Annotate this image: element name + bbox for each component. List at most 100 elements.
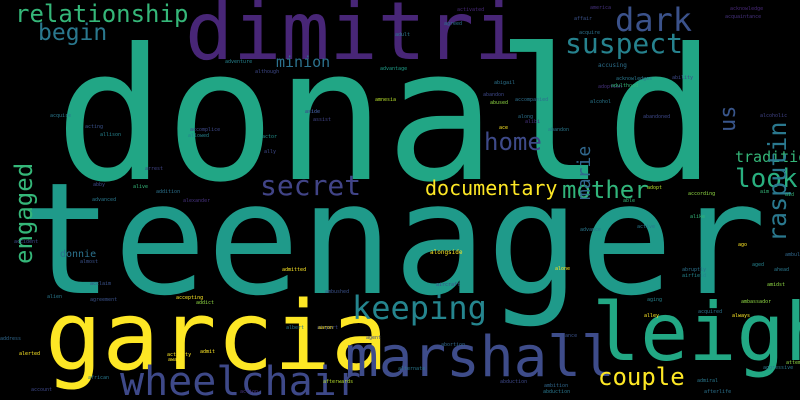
word-adult: adult: [395, 32, 411, 38]
word-marshall: marshall: [345, 325, 615, 390]
word-admitted: admitted: [282, 267, 307, 273]
word-rasputin: rasputin: [763, 121, 792, 242]
word-ambassador: ambassador: [741, 299, 772, 305]
word-aircraft: aircraft: [436, 282, 461, 288]
word-albert: albert: [286, 325, 305, 331]
word-ago: ago: [738, 242, 748, 248]
word-activity: activity: [167, 352, 192, 358]
word-adoption: adoption: [598, 84, 623, 90]
word-almost: almost: [80, 259, 99, 265]
word-airfield: airfield: [682, 273, 707, 279]
word-afterlife: afterlife: [704, 389, 732, 395]
word-alike: alike: [690, 214, 706, 220]
word-activated: activated: [457, 7, 485, 13]
word-alliance: alliance: [553, 333, 578, 339]
word-relationship: relationship: [15, 0, 189, 28]
word-ambushed: ambushed: [325, 289, 350, 295]
word-address: address: [0, 336, 22, 342]
word-alive: alive: [133, 184, 149, 190]
word-aside: aside: [305, 109, 321, 115]
word-account: account: [31, 387, 53, 393]
word-engaged: engaged: [10, 162, 38, 264]
word-advantage: advantage: [380, 66, 408, 72]
word-donnie: donnie: [60, 249, 97, 260]
word-actor: actor: [262, 134, 278, 140]
word-acknowledge: acknowledge: [730, 6, 764, 12]
word-airport: airport: [317, 325, 339, 331]
word-agreement: agreement: [90, 297, 118, 303]
word-arrest: arrest: [145, 166, 164, 172]
word-adulthood: adulthood: [611, 83, 639, 89]
word-allowed: allowed: [188, 133, 210, 139]
word-assist: assist: [313, 117, 332, 123]
word-abduction: abduction: [543, 389, 571, 395]
word-acting: acting: [85, 124, 104, 130]
word-action: action: [240, 389, 259, 395]
word-allison: allison: [100, 132, 122, 138]
word-mother: mother: [562, 176, 649, 204]
word-couple: couple: [598, 363, 685, 391]
word-aggressive: aggressive: [763, 365, 794, 371]
word-accusing: accusing: [598, 62, 627, 69]
word-alone: alone: [555, 266, 571, 272]
word-minion: minion: [276, 53, 331, 71]
word-always: always: [732, 313, 751, 319]
word-acquired: acquired: [698, 309, 723, 315]
word-abandon: abandon: [548, 127, 570, 133]
word-agent: agent: [366, 335, 382, 341]
word-aside: aside: [305, 109, 321, 115]
word-secret: secret: [260, 169, 362, 202]
word-according: according: [688, 191, 716, 197]
word-ace: ace: [499, 125, 509, 131]
word-acquire: acquire: [579, 30, 601, 36]
word-abduction: abduction: [500, 379, 528, 385]
word-along: along: [518, 114, 534, 120]
word-look: look: [735, 164, 798, 194]
word-america: america: [590, 5, 612, 11]
word-abandon: abandon: [483, 92, 505, 98]
word-ambulance: ambulance: [785, 252, 800, 258]
word-aging: aging: [647, 297, 663, 303]
word-ability: ability: [672, 75, 694, 81]
word-adventure: adventure: [225, 59, 253, 65]
word-able: able: [623, 198, 636, 204]
word-ahead: ahead: [774, 267, 790, 273]
word-acquaintance: acquaintance: [725, 14, 762, 20]
word-african: african: [88, 375, 110, 381]
word-abigail: abigail: [494, 80, 516, 86]
word-keeping: keeping: [352, 289, 487, 327]
word-alcoholic: alcoholic: [760, 113, 788, 119]
word-wheelchair: wheelchair: [120, 359, 361, 400]
word-affair: affair: [574, 16, 593, 22]
word-tradition: tradition: [735, 148, 800, 166]
word-amidst: amidst: [767, 282, 786, 288]
word-accepting: accepting: [176, 295, 204, 301]
word-admiral: admiral: [697, 378, 719, 384]
word-alexander: alexander: [183, 198, 211, 204]
word-ambition: ambition: [544, 383, 569, 389]
word-adopt: adopt: [647, 185, 663, 191]
word-afterwards: afterwards: [323, 379, 354, 385]
word-abruptly: abruptly: [682, 267, 707, 273]
word-although: although: [255, 69, 280, 75]
word-attempt: attempt: [786, 360, 800, 366]
word-suspect: suspect: [565, 27, 684, 60]
word-aim: aim: [760, 189, 770, 195]
word-documentary: documentary: [425, 176, 558, 200]
word-admit: admit: [200, 349, 216, 355]
word-acclaim: acclaim: [90, 281, 112, 287]
word-acknowledges: acknowledges: [616, 76, 653, 82]
word-accomplice: accomplice: [190, 127, 221, 133]
word-alternate: alternate: [398, 366, 426, 372]
word-abandoned: abandoned: [643, 114, 671, 120]
word-advanced: advanced: [92, 197, 117, 203]
word-addition: addition: [156, 189, 181, 195]
word-teenager: teenager: [20, 149, 767, 330]
word-alerted: alerted: [19, 351, 41, 357]
word-home: home: [484, 128, 542, 156]
word-donald: donald: [55, 10, 717, 223]
word-alien: alien: [47, 294, 63, 300]
word-aaron: aaron: [318, 325, 334, 331]
word-abby: abby: [93, 182, 106, 188]
